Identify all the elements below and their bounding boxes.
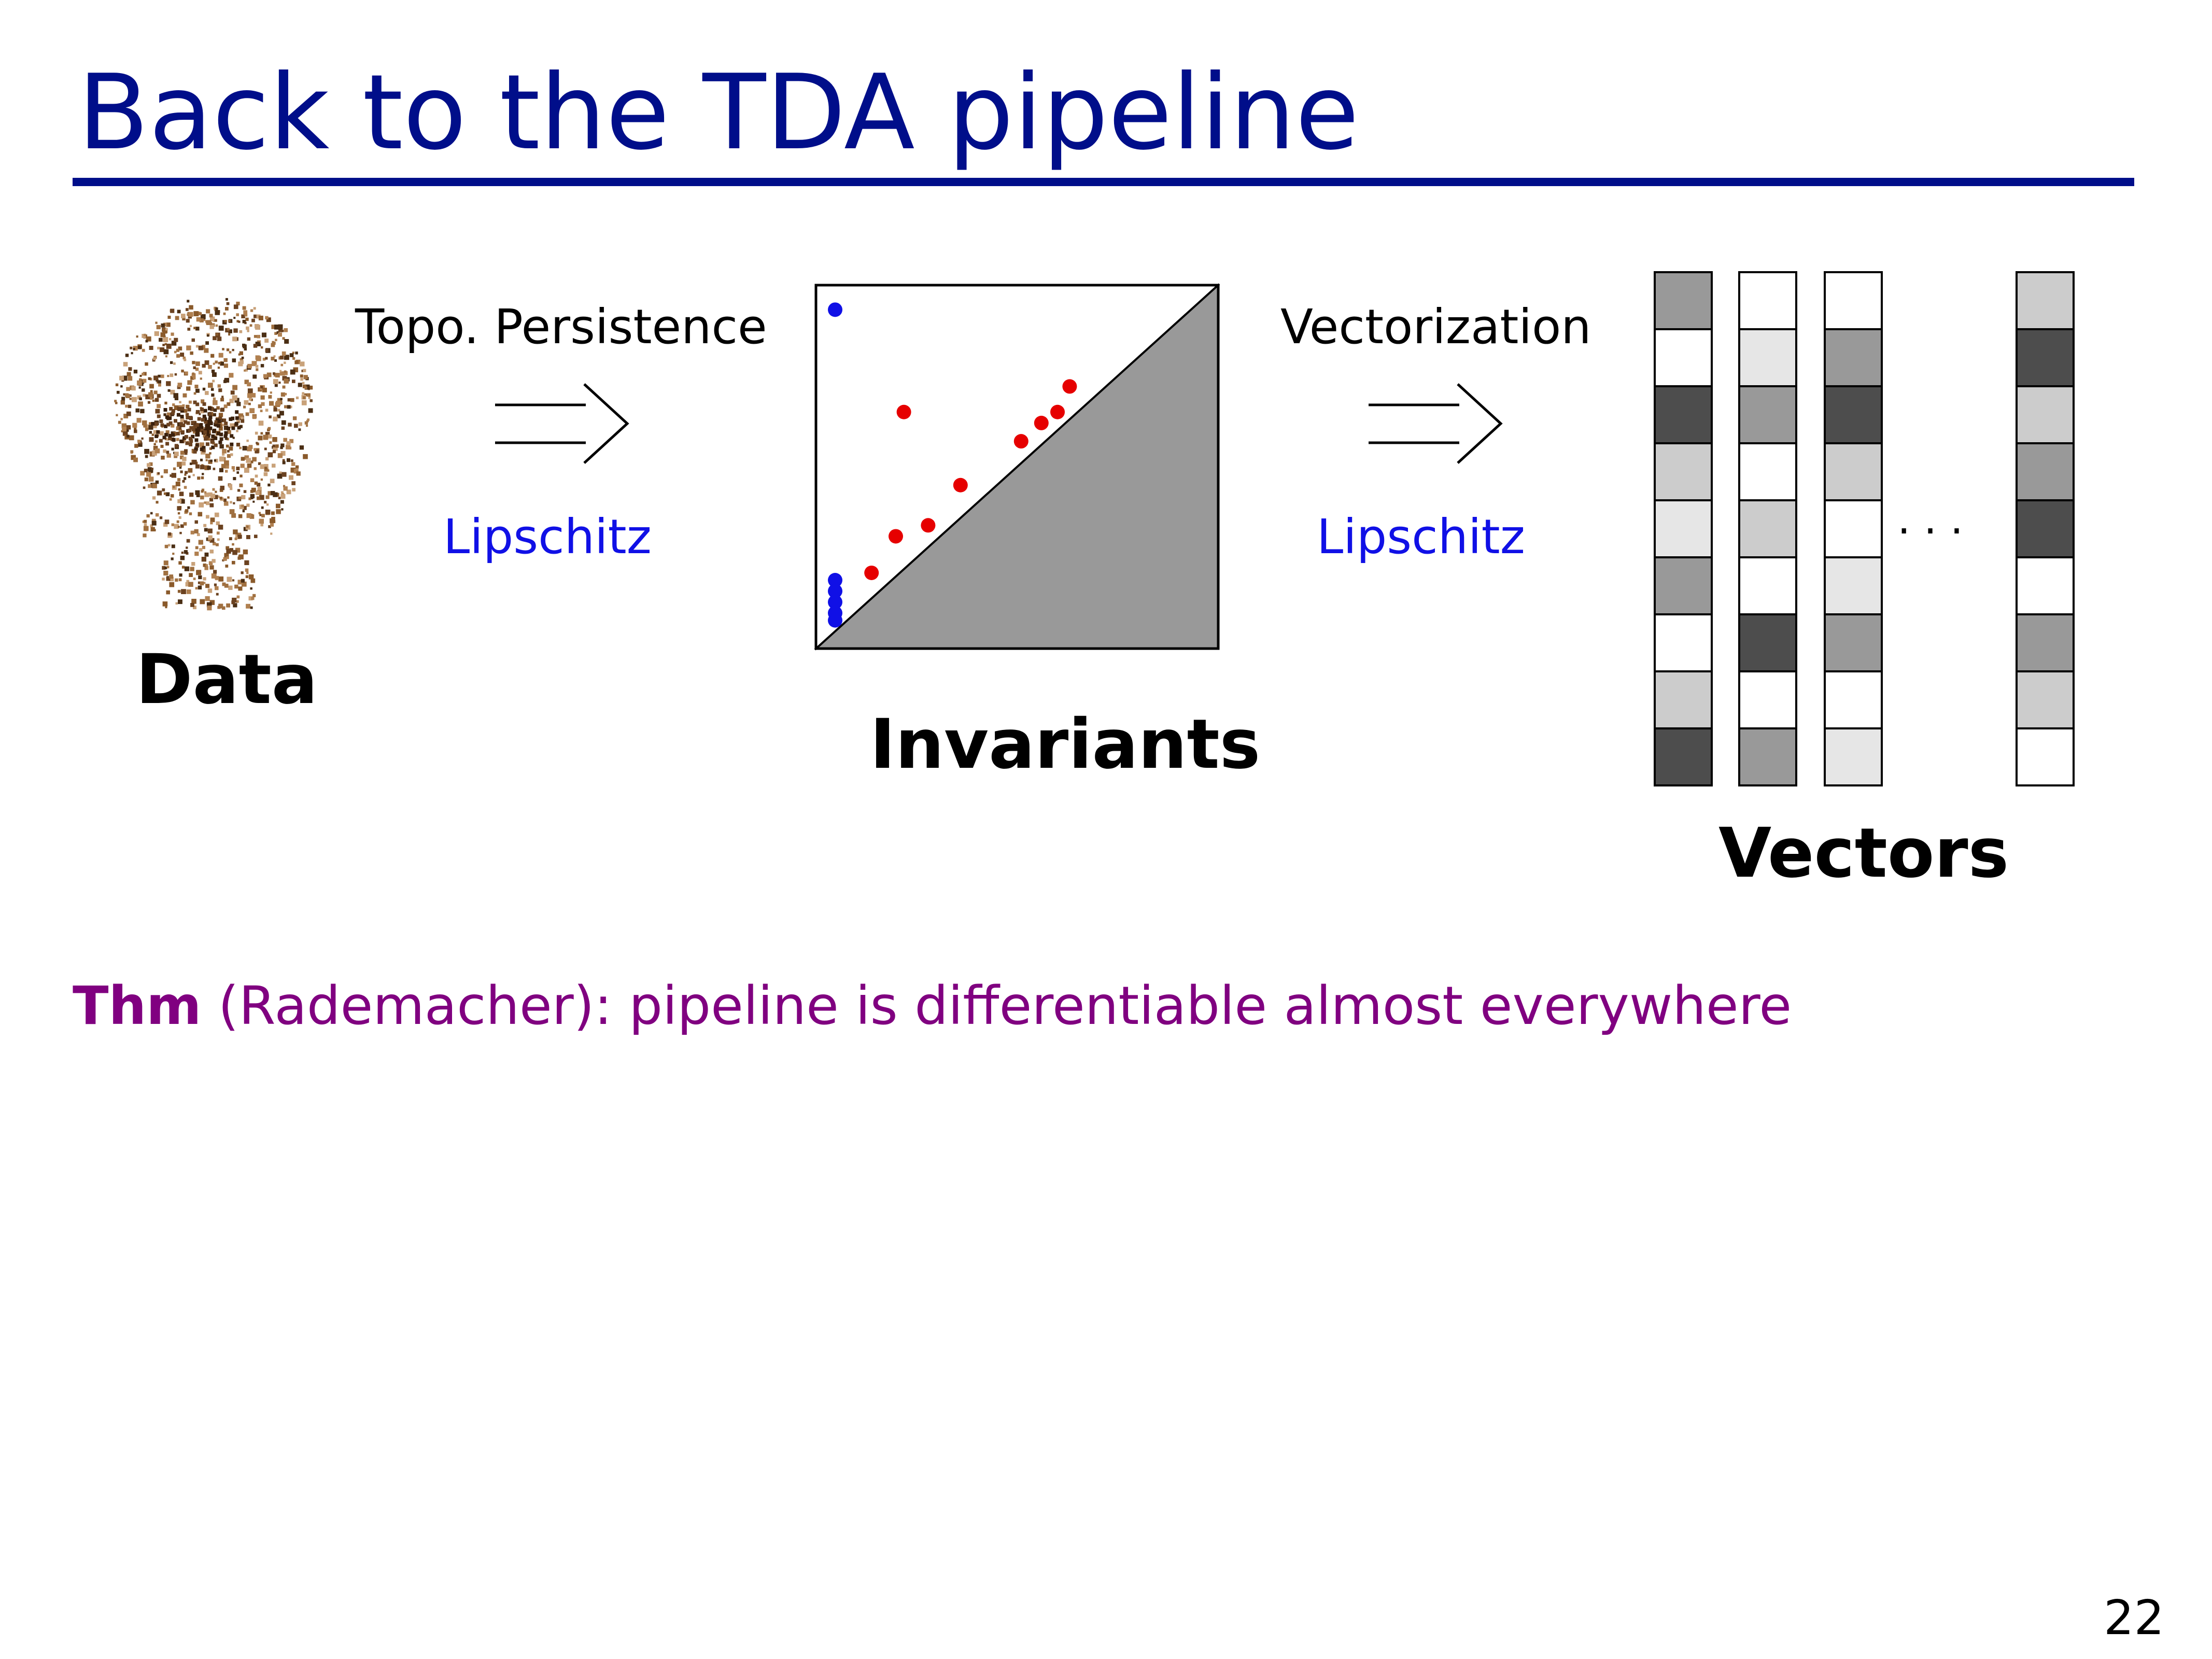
vector-cell [1738, 727, 1797, 786]
theorem-keyword: Thm [73, 975, 202, 1037]
persistence-diagram [814, 283, 1220, 651]
vector-cell [1824, 670, 1883, 729]
red-persistence-point [921, 518, 936, 533]
vector-cell [1824, 727, 1883, 786]
slide-title: Back to the TDA pipeline [78, 52, 1359, 173]
theorem-statement: Thm (Rademacher): pipeline is differenti… [73, 980, 1792, 1033]
vector-cell [1824, 328, 1883, 387]
vector-cell [1738, 613, 1797, 672]
vector-cell [1654, 556, 1713, 615]
vector-cell [2016, 385, 2075, 444]
red-persistence-point [889, 529, 903, 544]
vector-cell [1654, 613, 1713, 672]
vector-cell [1654, 499, 1713, 558]
vector-cell [2016, 613, 2075, 672]
red-persistence-point [864, 565, 879, 580]
vector-cell [2016, 727, 2075, 786]
arrow2-lipschitz-label: Lipschitz [1317, 509, 1525, 565]
vector-cell [2016, 271, 2075, 330]
theorem-text: pipeline is differentiable almost everyw… [629, 975, 1792, 1037]
vector-cell [1738, 556, 1797, 615]
vector-columns [1654, 271, 2075, 786]
invariants-label: Invariants [870, 705, 1261, 784]
vector-cell [1738, 670, 1797, 729]
vector-cell [2016, 328, 2075, 387]
vector-cell [2016, 670, 2075, 729]
vector-cell [1738, 385, 1797, 444]
vector-cell [2016, 556, 2075, 615]
vector-cell [1738, 442, 1797, 501]
red-persistence-point [1013, 434, 1028, 449]
vector-cell [2016, 499, 2075, 558]
vector-cell [2016, 442, 2075, 501]
vectors-label: Vectors [1718, 813, 2009, 893]
title-rule [73, 178, 2134, 186]
blue-persistence-point [828, 302, 842, 317]
data-label: Data [136, 640, 318, 720]
vector-cell [1824, 271, 1883, 330]
red-persistence-point [1034, 415, 1049, 430]
ellipsis: · · · [1897, 507, 1964, 555]
blue-persistence-point [828, 595, 842, 610]
page-number: 22 [2104, 1590, 2165, 1646]
double-arrow-icon [1369, 383, 1503, 464]
point-cloud-head-icon [114, 298, 313, 611]
vector-cell [1738, 499, 1797, 558]
red-persistence-point [1050, 404, 1065, 419]
red-persistence-point [896, 404, 911, 419]
vector-cell [1654, 385, 1713, 444]
vector-cell [1654, 328, 1713, 387]
vector-cell [1824, 613, 1883, 672]
vector-cell [1824, 385, 1883, 444]
vector-cell [1738, 328, 1797, 387]
arrow1-lipschitz-label: Lipschitz [443, 509, 652, 565]
vector-cell [1824, 499, 1883, 558]
vector-cell [1654, 727, 1713, 786]
theorem-attribution: (Rademacher): [218, 975, 612, 1037]
blue-persistence-point [828, 613, 842, 628]
vector-cell [1824, 556, 1883, 615]
double-arrow-icon [495, 383, 629, 464]
arrow1-top-label: Topo. Persistence [355, 299, 767, 355]
red-persistence-point [953, 477, 968, 493]
vector-cell [1824, 442, 1883, 501]
vector-cell [1738, 271, 1797, 330]
vector-cell [1654, 670, 1713, 729]
red-persistence-point [1062, 379, 1077, 394]
blue-persistence-point [828, 573, 842, 588]
blue-persistence-point [828, 584, 842, 599]
arrow2-top-label: Vectorization [1280, 299, 1591, 355]
vector-cell [1654, 271, 1713, 330]
vector-cell [1654, 442, 1713, 501]
